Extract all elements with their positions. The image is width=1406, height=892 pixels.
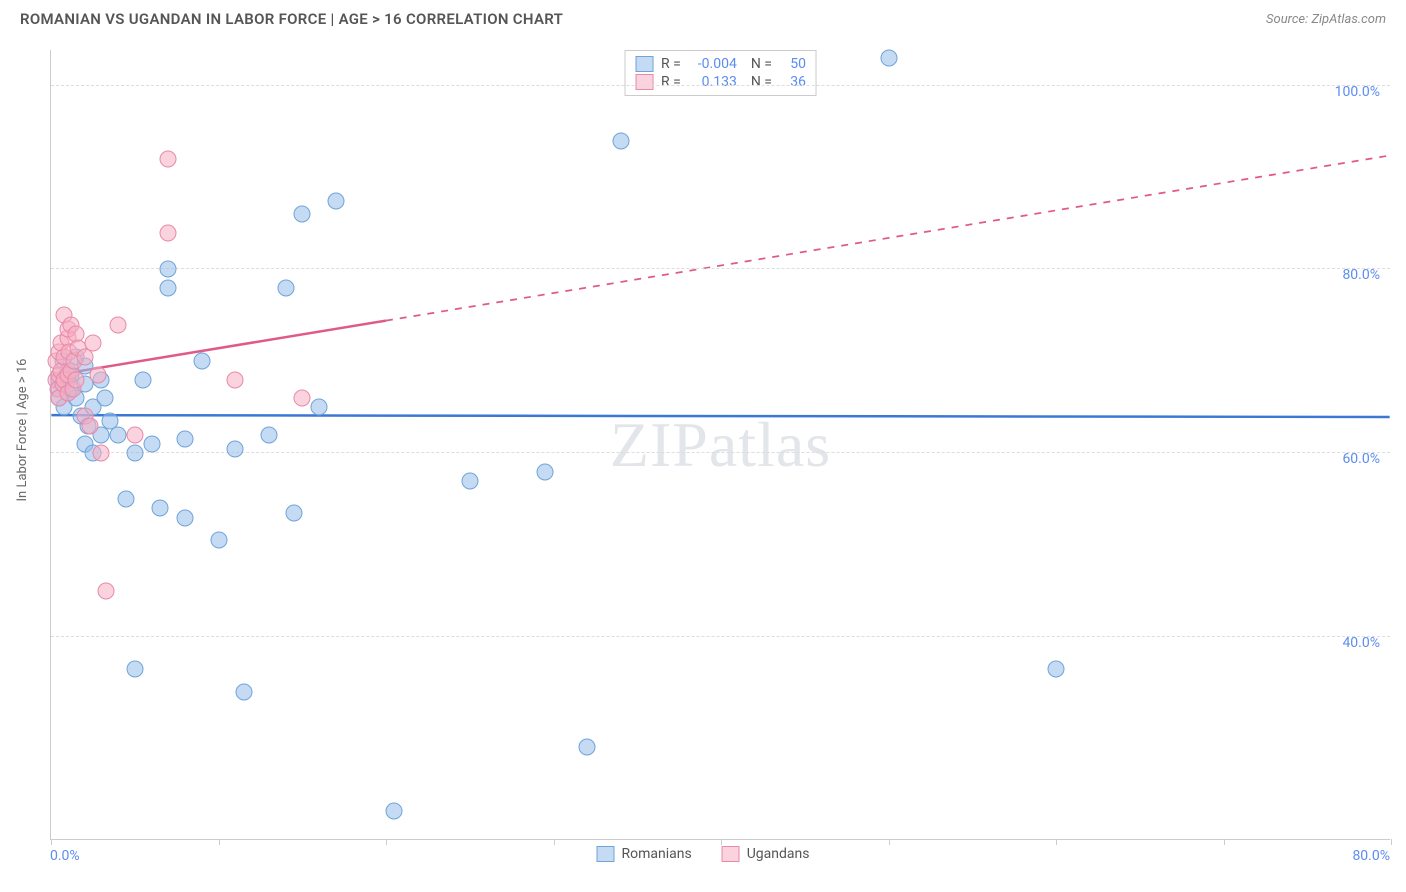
data-point: [160, 224, 177, 241]
stats-row: R = 0.133 N = 36: [635, 73, 806, 91]
y-tick-label: 80.0%: [1342, 267, 1380, 283]
data-point: [612, 132, 629, 149]
gridline: [51, 85, 1390, 86]
trend-line-dashed: [386, 156, 1390, 321]
stat-n-label: N =: [751, 56, 772, 72]
data-point: [294, 206, 311, 223]
data-point: [193, 353, 210, 370]
data-point: [260, 426, 277, 443]
data-point: [880, 50, 897, 67]
stat-r-label: R =: [661, 56, 681, 72]
data-point: [89, 367, 106, 384]
data-point: [135, 371, 152, 388]
chart-title: ROMANIAN VS UGANDAN IN LABOR FORCE | AGE…: [20, 10, 563, 28]
data-point: [84, 334, 101, 351]
stat-r-value: 0.133: [689, 74, 737, 90]
data-point: [126, 445, 143, 462]
data-point: [210, 532, 227, 549]
data-point: [160, 151, 177, 168]
data-point: [294, 390, 311, 407]
x-tick: [889, 839, 890, 845]
x-axis-max-label: 80.0%: [1352, 848, 1390, 864]
legend-swatch: [722, 846, 740, 862]
stats-legend: R = -0.004 N = 50 R = 0.133 N = 36: [624, 50, 817, 96]
stat-n-value: 50: [780, 56, 806, 72]
data-point: [227, 371, 244, 388]
legend-swatch: [635, 74, 653, 90]
data-point: [160, 279, 177, 296]
y-axis-title: In Labor Force | Age > 16: [15, 359, 30, 502]
legend-swatch: [635, 56, 653, 72]
data-point: [81, 417, 98, 434]
stat-r-label: R =: [661, 74, 681, 90]
data-point: [68, 371, 85, 388]
gridline: [51, 636, 1390, 637]
data-point: [461, 472, 478, 489]
legend-label: Ugandans: [747, 846, 810, 862]
data-point: [93, 445, 110, 462]
legend-label: Romanians: [622, 846, 692, 862]
x-tick: [554, 839, 555, 845]
legend-bottom: Romanians Ugandans: [597, 846, 810, 862]
data-point: [1048, 661, 1065, 678]
x-tick: [1391, 839, 1392, 845]
x-tick: [1056, 839, 1057, 845]
plot-area: ZIPatlas R =-0.004N =50R =0.133N =36 40.…: [50, 50, 1390, 840]
data-point: [277, 279, 294, 296]
data-point: [126, 426, 143, 443]
data-point: [118, 491, 135, 508]
data-point: [96, 390, 113, 407]
data-point: [110, 316, 127, 333]
gridline: [51, 268, 1390, 269]
stat-r-value: -0.004: [689, 56, 737, 72]
legend-item: Romanians: [597, 846, 692, 862]
y-tick-label: 100.0%: [1335, 84, 1380, 100]
x-tick: [721, 839, 722, 845]
data-point: [160, 261, 177, 278]
data-point: [579, 739, 596, 756]
stat-n-label: N =: [751, 74, 772, 90]
legend-swatch: [597, 846, 615, 862]
data-point: [143, 436, 160, 453]
x-tick: [386, 839, 387, 845]
stat-n-value: 36: [780, 74, 806, 90]
trend-line-solid: [51, 415, 1389, 417]
stats-row: R = -0.004 N = 50: [635, 55, 806, 73]
data-point: [311, 399, 328, 416]
x-tick: [51, 839, 52, 845]
data-point: [537, 463, 554, 480]
data-point: [110, 426, 127, 443]
y-tick-label: 40.0%: [1342, 635, 1380, 651]
legend-item: Ugandans: [722, 846, 810, 862]
x-tick: [219, 839, 220, 845]
data-point: [235, 684, 252, 701]
data-point: [386, 803, 403, 820]
x-tick: [1224, 839, 1225, 845]
chart-source: Source: ZipAtlas.com: [1266, 12, 1386, 27]
data-point: [327, 192, 344, 209]
data-point: [227, 440, 244, 457]
gridline: [51, 452, 1390, 453]
data-point: [285, 504, 302, 521]
data-point: [151, 500, 168, 517]
trend-lines-layer: [51, 50, 1390, 839]
x-axis-min-label: 0.0%: [50, 848, 80, 864]
data-point: [126, 661, 143, 678]
y-tick-label: 60.0%: [1342, 451, 1380, 467]
data-point: [177, 509, 194, 526]
chart-header: ROMANIAN VS UGANDAN IN LABOR FORCE | AGE…: [0, 0, 1406, 33]
data-point: [177, 431, 194, 448]
data-point: [98, 582, 115, 599]
